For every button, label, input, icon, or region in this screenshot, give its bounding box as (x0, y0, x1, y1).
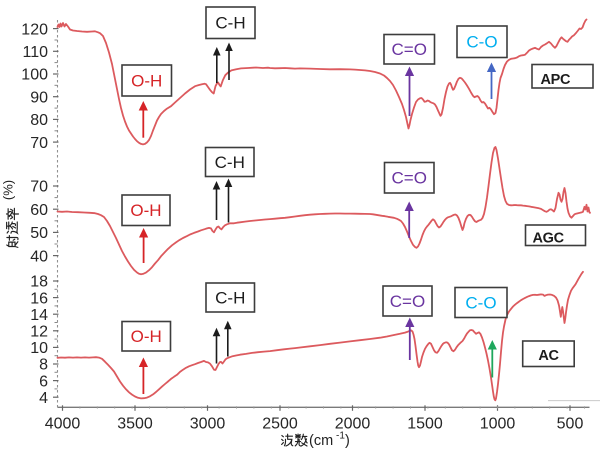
svg-text:6: 6 (39, 373, 48, 390)
svg-text:14: 14 (30, 307, 48, 324)
svg-text:(%): (%) (1, 180, 16, 200)
svg-text:C=O: C=O (392, 169, 427, 188)
svg-text:O-H: O-H (130, 201, 161, 220)
svg-text:): ) (345, 433, 350, 449)
svg-text:(cm: (cm (309, 433, 333, 449)
svg-text:90: 90 (30, 89, 48, 106)
svg-text:10: 10 (30, 340, 48, 357)
svg-text:80: 80 (30, 112, 48, 129)
svg-text:100: 100 (21, 67, 48, 84)
svg-text:8: 8 (39, 357, 48, 374)
svg-text:AGC: AGC (533, 231, 565, 247)
svg-text:C-H: C-H (215, 288, 245, 307)
svg-text:4000: 4000 (45, 416, 81, 433)
svg-text:1000: 1000 (480, 416, 516, 433)
svg-text:2000: 2000 (335, 416, 371, 433)
svg-text:3000: 3000 (190, 416, 226, 433)
svg-text:12: 12 (30, 324, 48, 341)
svg-text:60: 60 (30, 202, 48, 219)
svg-text:18: 18 (30, 274, 48, 291)
svg-text:AC: AC (538, 348, 559, 364)
svg-text:500: 500 (557, 416, 584, 433)
svg-text:O-H: O-H (131, 71, 162, 90)
svg-text:120: 120 (21, 21, 48, 38)
svg-text:3500: 3500 (117, 416, 153, 433)
svg-text:1500: 1500 (407, 416, 443, 433)
svg-text:-1: -1 (336, 431, 345, 442)
svg-text:70: 70 (30, 135, 48, 152)
svg-text:C-O: C-O (465, 293, 496, 312)
svg-text:2500: 2500 (262, 416, 298, 433)
svg-text:C=O: C=O (390, 292, 425, 311)
svg-text:16: 16 (30, 290, 48, 307)
svg-text:C-H: C-H (215, 14, 245, 33)
svg-text:40: 40 (30, 248, 48, 265)
svg-text:70: 70 (30, 179, 48, 196)
svg-text:50: 50 (30, 225, 48, 242)
svg-text:110: 110 (22, 44, 48, 61)
svg-text:C-O: C-O (466, 33, 497, 52)
svg-text:4: 4 (39, 390, 48, 407)
svg-text:C=O: C=O (392, 40, 427, 59)
svg-text:C-H: C-H (215, 153, 245, 172)
svg-text:APC: APC (541, 72, 572, 88)
svg-text:O-H: O-H (131, 327, 162, 346)
